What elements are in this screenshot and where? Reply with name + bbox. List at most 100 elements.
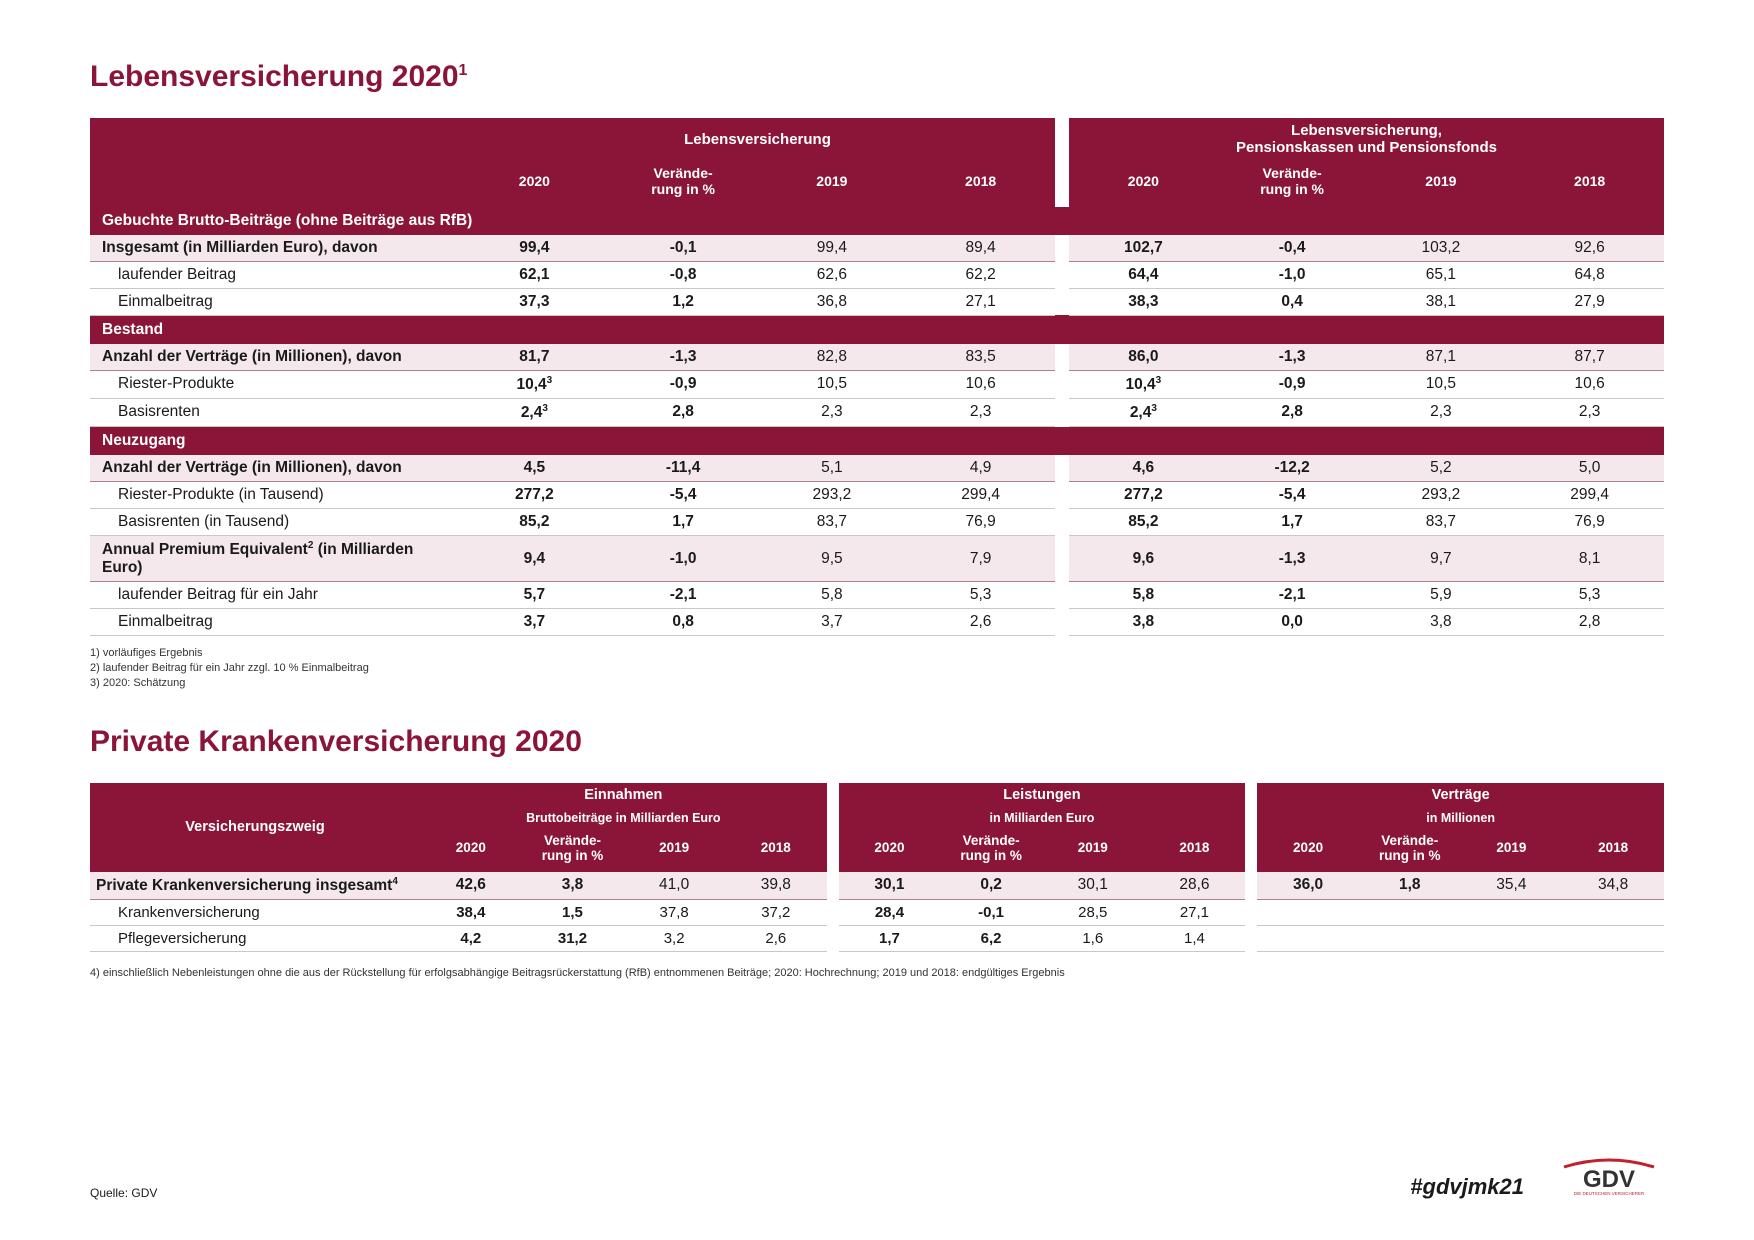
table-cell: -2,1 xyxy=(1218,582,1367,609)
table-cell: 85,2 xyxy=(460,509,609,536)
col-header: Verände- rung in % xyxy=(522,829,624,872)
table-cell xyxy=(1359,899,1461,925)
row-label: Annual Premium Equivalent2 (in Milliarde… xyxy=(90,536,460,582)
table-cell: 2,8 xyxy=(1218,398,1367,426)
table-cell: 10,43 xyxy=(1069,370,1218,398)
row-label: Einmalbeitrag xyxy=(90,288,460,315)
table-cell: 3,8 xyxy=(1367,609,1516,636)
table-cell: 36,8 xyxy=(758,288,907,315)
group-header: Lebensversicherung, Pensionskassen und P… xyxy=(1069,118,1664,161)
table-cell: 5,9 xyxy=(1367,582,1516,609)
table-cell: 38,3 xyxy=(1069,288,1218,315)
col-header: Verände- rung in % xyxy=(1359,829,1461,872)
table-cell: 4,2 xyxy=(420,925,522,951)
table-cell: 35,4 xyxy=(1461,872,1563,900)
table-cell: 9,5 xyxy=(758,536,907,582)
row-label: Anzahl der Verträge (in Millionen), davo… xyxy=(90,344,460,371)
table-cell: 38,1 xyxy=(1367,288,1516,315)
table-cell: 30,1 xyxy=(1042,872,1144,900)
table-cell: 5,7 xyxy=(460,582,609,609)
table-cell: 1,6 xyxy=(1042,925,1144,951)
table-cell: 5,2 xyxy=(1367,455,1516,482)
table-cell: 9,6 xyxy=(1069,536,1218,582)
table-cell: -1,3 xyxy=(1218,344,1367,371)
table-cell: 42,6 xyxy=(420,872,522,900)
page-footer: Quelle: GDV #gdvjmk21 GDV DIE DEUTSCHEN … xyxy=(90,1149,1664,1200)
section-header: Bestand xyxy=(90,315,1664,344)
table-cell: 36,0 xyxy=(1257,872,1359,900)
table-cell: 82,8 xyxy=(758,344,907,371)
table-cell: 0,0 xyxy=(1218,609,1367,636)
group-header: Leistungen xyxy=(839,783,1246,807)
table-cell: 5,3 xyxy=(1515,582,1664,609)
row-label: Krankenversicherung xyxy=(90,899,420,925)
table-cell: 102,7 xyxy=(1069,235,1218,262)
table-cell: 277,2 xyxy=(460,482,609,509)
table-cell: 4,9 xyxy=(906,455,1055,482)
row-label: Pflegeversicherung xyxy=(90,925,420,951)
table-cell: 1,7 xyxy=(1218,509,1367,536)
row-label: Riester-Produkte (in Tausend) xyxy=(90,482,460,509)
table-cell: 76,9 xyxy=(906,509,1055,536)
table-cell: 2,43 xyxy=(460,398,609,426)
table-cell: -0,4 xyxy=(1218,235,1367,262)
table-cell: -1,3 xyxy=(609,344,758,371)
table-cell: 31,2 xyxy=(522,925,624,951)
table-cell: 99,4 xyxy=(460,235,609,262)
table-cell: 8,1 xyxy=(1515,536,1664,582)
table-cell: 3,7 xyxy=(460,609,609,636)
table-cell: 299,4 xyxy=(1515,482,1664,509)
table-cell: 4,5 xyxy=(460,455,609,482)
table-cell: 10,5 xyxy=(1367,370,1516,398)
col-header: 2020 xyxy=(420,829,522,872)
row-label: Einmalbeitrag xyxy=(90,609,460,636)
col-header: 2020 xyxy=(460,161,609,207)
lebensversicherung-table: Lebensversicherung Lebensversicherung, P… xyxy=(90,118,1664,636)
table-cell: 3,8 xyxy=(1069,609,1218,636)
col-header: 2019 xyxy=(1367,161,1516,207)
table-cell xyxy=(1257,925,1359,951)
col-header: Verände- rung in % xyxy=(1218,161,1367,207)
table-cell: 103,2 xyxy=(1367,235,1516,262)
row-label: Basisrenten xyxy=(90,398,460,426)
table-cell: 4,6 xyxy=(1069,455,1218,482)
table-cell: 2,6 xyxy=(725,925,827,951)
table-cell: 2,3 xyxy=(758,398,907,426)
table-cell: 28,4 xyxy=(839,899,941,925)
row-label: Riester-Produkte xyxy=(90,370,460,398)
table-cell: 64,4 xyxy=(1069,261,1218,288)
table-cell: 9,4 xyxy=(460,536,609,582)
table-cell xyxy=(1461,925,1563,951)
table-cell: 5,1 xyxy=(758,455,907,482)
table-cell: -0,8 xyxy=(609,261,758,288)
col-header: 2018 xyxy=(725,829,827,872)
col-header: 2019 xyxy=(623,829,725,872)
table-cell: 2,43 xyxy=(1069,398,1218,426)
table-cell: 27,1 xyxy=(906,288,1055,315)
table-cell: 83,7 xyxy=(1367,509,1516,536)
table-cell: 41,0 xyxy=(623,872,725,900)
table-cell: 87,1 xyxy=(1367,344,1516,371)
table-cell: 1,8 xyxy=(1359,872,1461,900)
table-cell: 37,2 xyxy=(725,899,827,925)
row-label: Insgesamt (in Milliarden Euro), davon xyxy=(90,235,460,262)
table-cell: 62,1 xyxy=(460,261,609,288)
table-cell: 62,2 xyxy=(906,261,1055,288)
table-cell: 1,5 xyxy=(522,899,624,925)
row-label: laufender Beitrag für ein Jahr xyxy=(90,582,460,609)
table-cell: 3,2 xyxy=(623,925,725,951)
footnotes-1: 1) vorläufiges Ergebnis2) laufender Beit… xyxy=(90,646,1664,691)
table-cell: 65,1 xyxy=(1367,261,1516,288)
gdv-logo: GDV DIE DEUTSCHEN VERSICHERER xyxy=(1554,1149,1664,1200)
table-cell: -0,9 xyxy=(1218,370,1367,398)
table-cell: -0,1 xyxy=(940,899,1042,925)
left-header: Versicherungszweig xyxy=(90,783,420,872)
table-cell: 62,6 xyxy=(758,261,907,288)
table-cell: 27,9 xyxy=(1515,288,1664,315)
table-cell xyxy=(1359,925,1461,951)
table-cell: 30,1 xyxy=(839,872,941,900)
row-label: laufender Beitrag xyxy=(90,261,460,288)
group-header: Einnahmen xyxy=(420,783,827,807)
table-cell: 2,6 xyxy=(906,609,1055,636)
table-cell: 277,2 xyxy=(1069,482,1218,509)
